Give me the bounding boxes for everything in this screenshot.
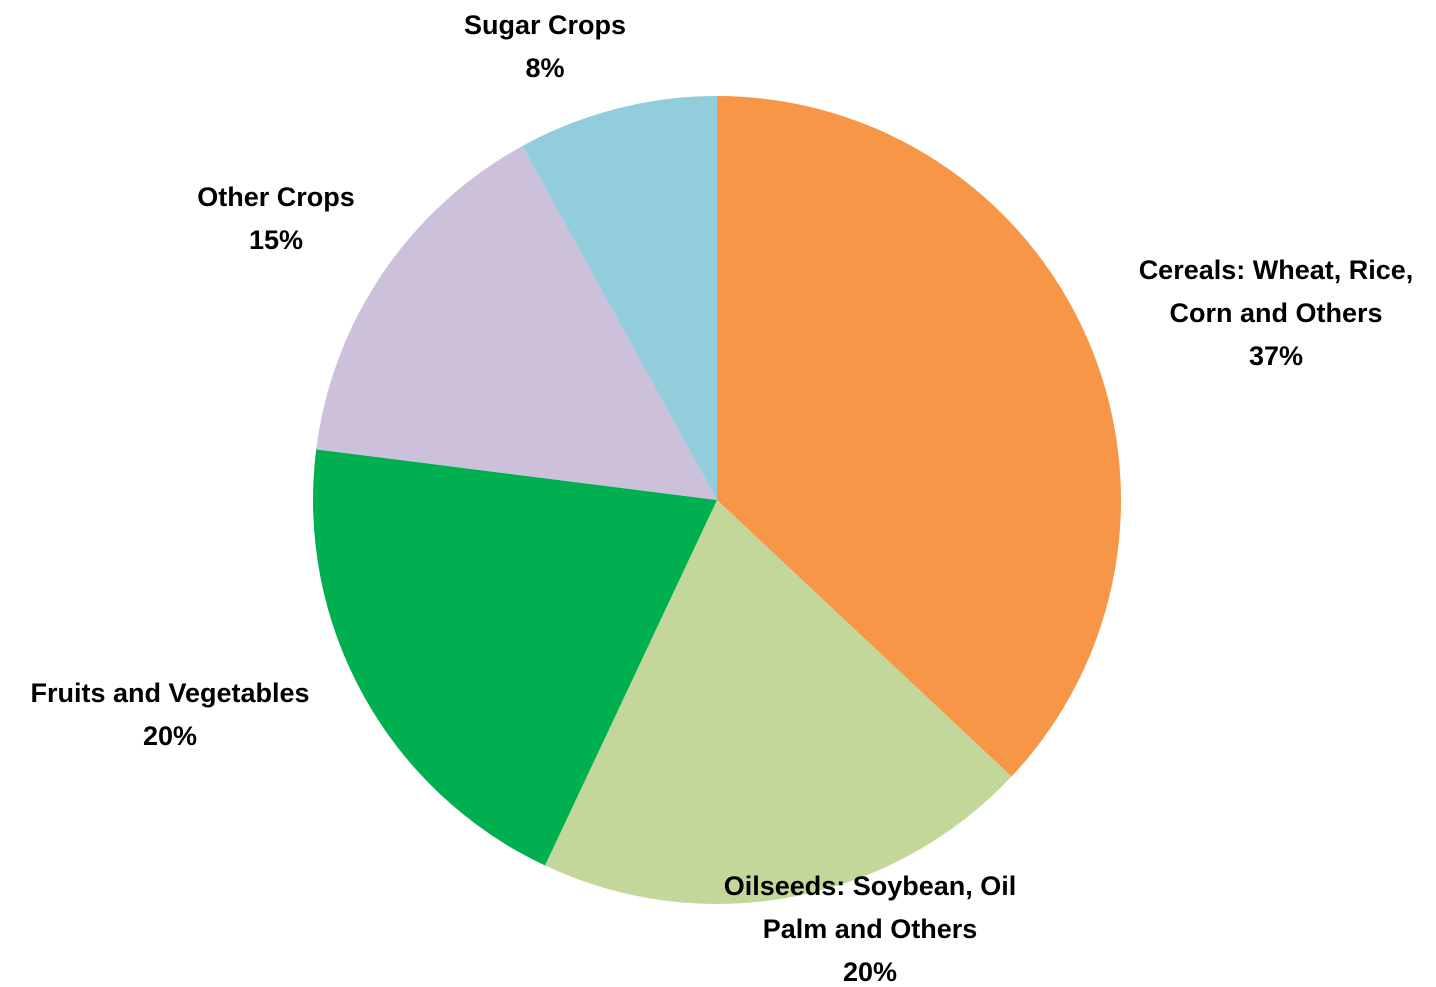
- pie-slice-2: [544, 500, 1012, 904]
- slice-label-2: Oilseeds: Soybean, Oil Palm and Others 20%: [724, 871, 1017, 987]
- pie-slice-4: [316, 145, 717, 500]
- slice-value-label: 15%: [249, 225, 303, 255]
- slice-value-label: 20%: [843, 957, 897, 987]
- pie-slice-5: [522, 96, 717, 500]
- slice-category-label: Oilseeds: Soybean, Oil: [724, 871, 1017, 901]
- slice-value-label: 37%: [1249, 341, 1303, 371]
- slice-category-label: Cereals: Wheat, Rice,: [1139, 255, 1414, 285]
- slice-label-1: Cereals: Wheat, Rice, Corn and Others 37%: [1139, 255, 1414, 371]
- slice-label-4: Other Crops 15%: [197, 182, 355, 255]
- slice-category-label: Palm and Others: [763, 914, 978, 944]
- slice-category-label: Sugar Crops: [464, 10, 626, 40]
- slice-value-label: 20%: [143, 721, 197, 751]
- pie-slice-1: [717, 96, 1121, 777]
- slice-category-label: Corn and Others: [1169, 298, 1382, 328]
- slice-label-5: Sugar Crops 8%: [464, 10, 626, 83]
- slice-category-label: Fruits and Vegetables: [30, 678, 309, 708]
- pie-slice-3: [313, 449, 717, 866]
- slice-category-label: Other Crops: [197, 182, 355, 212]
- slice-value-label: 8%: [525, 53, 564, 83]
- slice-label-3: Fruits and Vegetables 20%: [30, 678, 309, 751]
- slice-labels: Cereals: Wheat, Rice, Corn and Others 37% O…: [30, 10, 1413, 987]
- pie-slices: [313, 96, 1121, 904]
